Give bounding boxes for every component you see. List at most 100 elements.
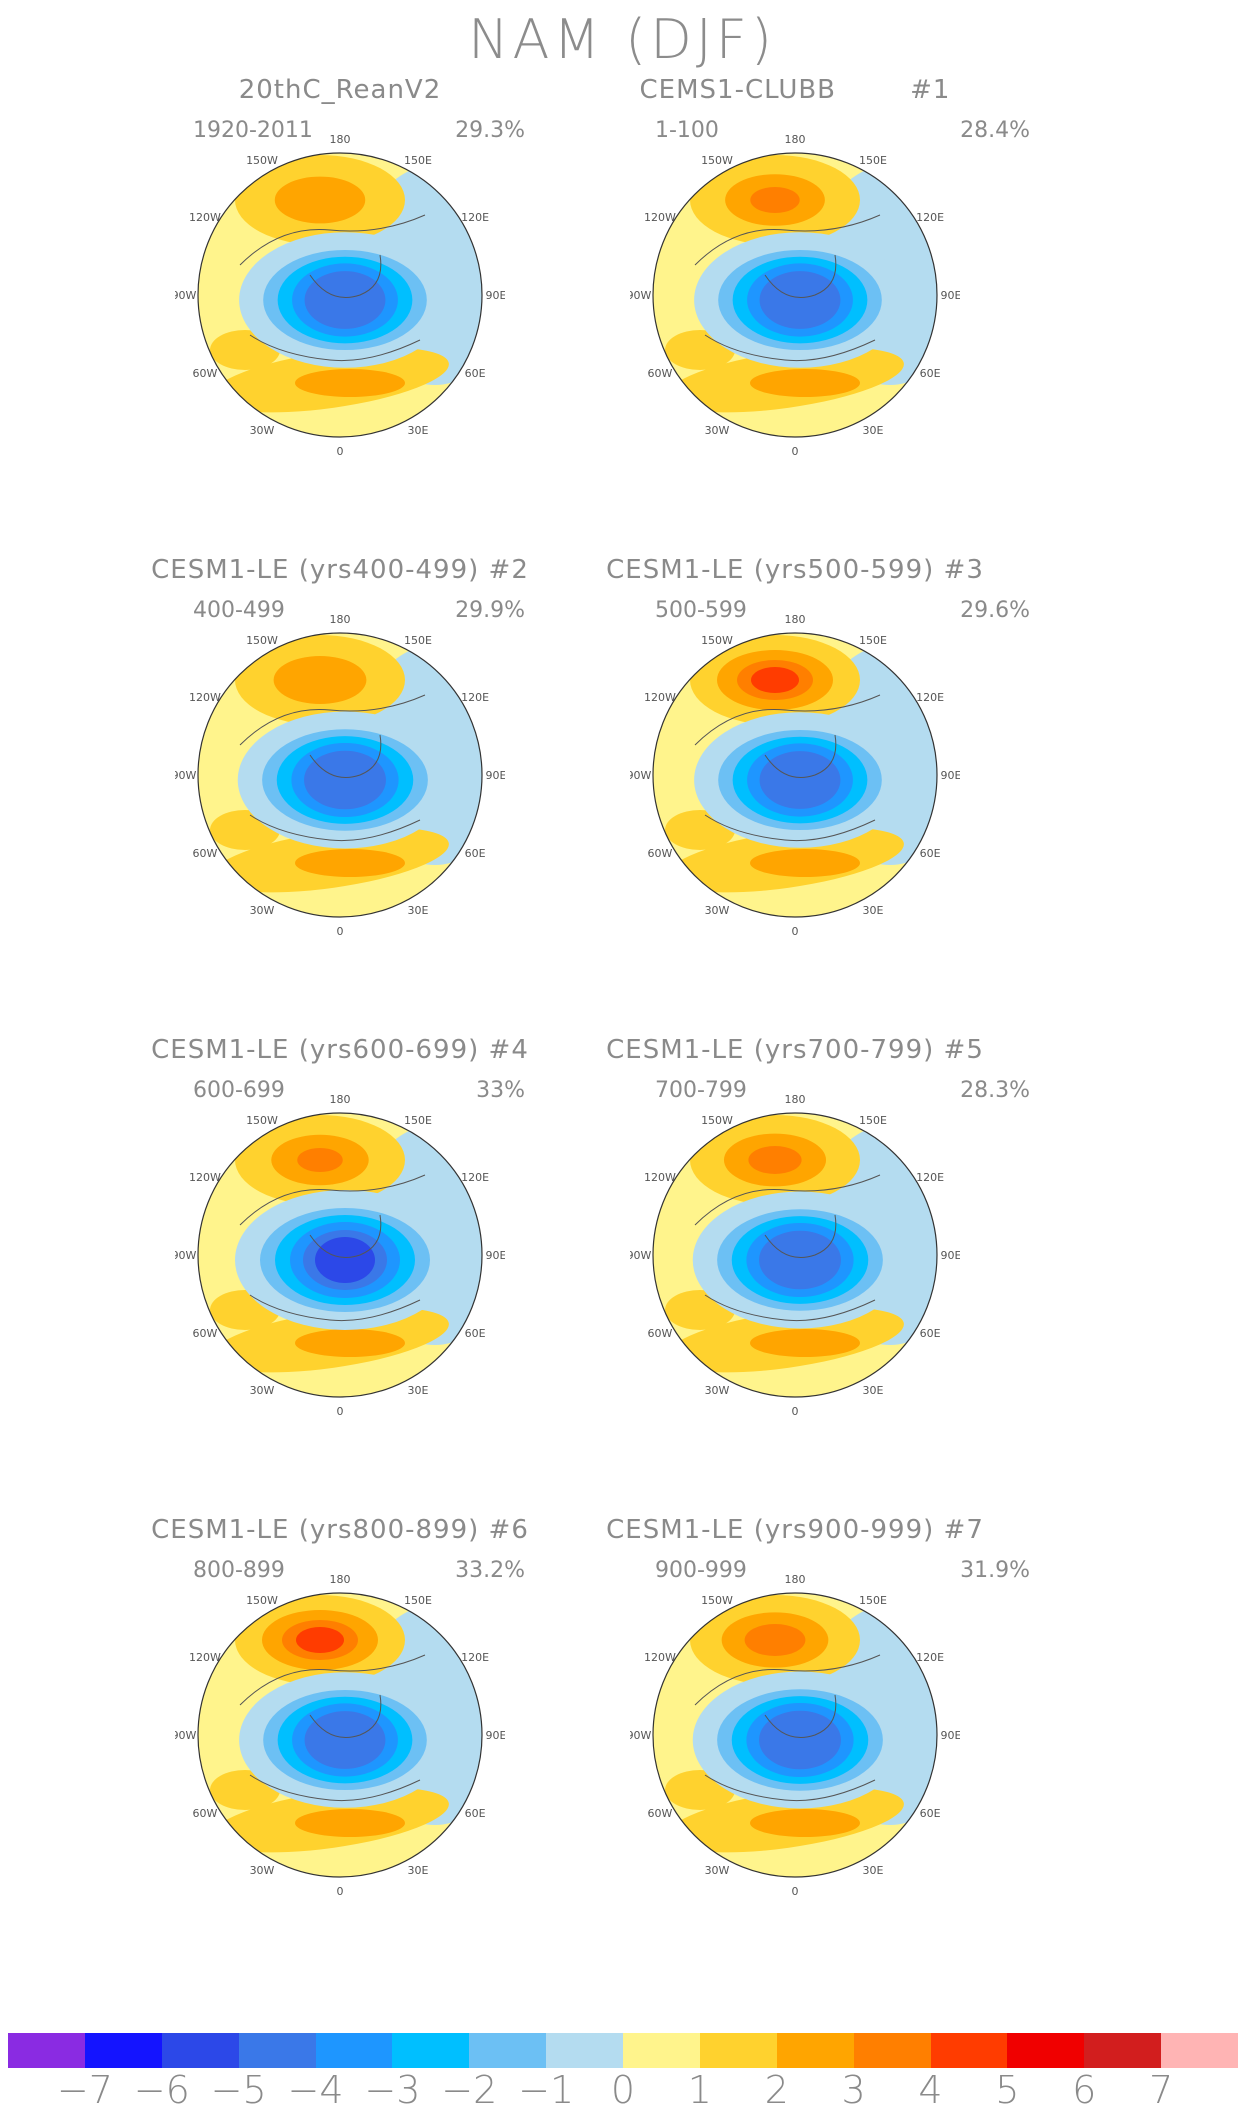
atlantic-anomaly (295, 369, 405, 397)
longitude-label: 30E (863, 1864, 884, 1877)
panel-cesm1-le-500: CESM1-LE (yrs500-599) #3 500-599 29.6% 1… (560, 555, 1030, 1035)
map-boundary (197, 1592, 483, 1878)
longitude-label: 150E (404, 1114, 432, 1127)
colorbar-tick-label: −4 (287, 2068, 344, 2112)
longitude-label: 30E (408, 424, 429, 437)
period-label: 600-699 (193, 1078, 285, 1103)
panel-title: CESM1-LE (yrs800-899) #6 (151, 1515, 529, 1545)
colorbar-swatch (315, 2033, 393, 2068)
longitude-label: 120W (189, 1651, 221, 1664)
longitude-label: 150E (404, 634, 432, 647)
longitude-label: 60W (647, 847, 672, 860)
figure-title: NAM (DJF) (468, 8, 776, 71)
atlantic-anomaly (750, 369, 860, 397)
arctic-anomaly (304, 1711, 386, 1769)
longitude-label: 60E (465, 367, 486, 380)
colorbar-swatch (853, 2033, 931, 2068)
arctic-anomaly (759, 1710, 841, 1770)
longitude-label: 90W (175, 769, 197, 782)
longitude-label: 120E (916, 691, 944, 704)
period-label: 1-100 (655, 118, 719, 143)
coastline (239, 694, 426, 842)
longitude-label: 150W (701, 1114, 733, 1127)
longitude-label: 180 (330, 1093, 351, 1106)
coastline (694, 694, 881, 842)
longitude-label: 30W (705, 424, 730, 437)
longitude-label: 30E (863, 904, 884, 917)
panel-title: CESM1-LE (yrs400-499) #2 (151, 555, 529, 585)
longitude-label: 150W (701, 1594, 733, 1607)
colorbar-swatch (238, 2033, 316, 2068)
longitude-label: 120E (461, 1651, 489, 1664)
arctic-anomaly (759, 751, 841, 809)
longitude-label: 90W (175, 1729, 197, 1742)
colorbar (8, 2033, 1238, 2068)
variance-label: 33.2% (455, 1558, 525, 1583)
longitude-label: 180 (785, 613, 806, 626)
longitude-label: 150E (404, 154, 432, 167)
panel-title: CESM1-LE (yrs600-699) #4 (151, 1035, 529, 1065)
colorbar-tick-label: 0 (610, 2068, 636, 2112)
pacific-anomaly (751, 667, 799, 693)
longitude-label: 120E (461, 1171, 489, 1184)
map-boundary (197, 1112, 483, 1398)
longitude-label: 150W (701, 154, 733, 167)
colorbar-tick-label: 4 (918, 2068, 943, 2112)
coastline (694, 1654, 881, 1802)
longitude-label: 120E (916, 1651, 944, 1664)
panel-cesm1-le-900: CESM1-LE (yrs900-999) #7 900-999 31.9% 1… (560, 1515, 1030, 1995)
longitude-label: 180 (330, 1573, 351, 1586)
variance-label: 29.6% (960, 598, 1030, 623)
map-boundary (197, 632, 483, 918)
longitude-label: 90W (630, 289, 652, 302)
colorbar-swatch (161, 2033, 239, 2068)
longitude-label: 60W (192, 1807, 217, 1820)
longitude-label: 120W (644, 1651, 676, 1664)
longitude-label: 0 (792, 445, 799, 458)
colorbar-tick-label: 7 (1149, 2068, 1174, 2112)
longitude-label: 0 (337, 1405, 344, 1418)
longitude-label: 60E (920, 1327, 941, 1340)
arctic-anomaly (759, 271, 841, 329)
atlantic-anomaly (295, 849, 405, 877)
polar-map: 180 150E 120E 90E 60E 30E 0 30W 60W 90W 120W 150W (630, 133, 960, 458)
colorbar-swatch (623, 2033, 700, 2068)
atlantic-anomaly (295, 1329, 405, 1357)
coastline (239, 1174, 426, 1322)
colorbar-swatch (469, 2033, 547, 2068)
longitude-label: 30E (863, 1384, 884, 1397)
longitude-label: 120E (916, 1171, 944, 1184)
longitude-label: 30W (705, 1864, 730, 1877)
longitude-label: 60W (647, 367, 672, 380)
arctic-anomaly (304, 271, 386, 329)
polar-map: 180 150E 120E 90E 60E 30E 0 30W 60W 90W 120W 150W (175, 133, 505, 458)
polar-map: 180 150E 120E 90E 60E 30E 0 30W 60W 90W 120W 150W (630, 1573, 960, 1898)
longitude-label: 120E (461, 691, 489, 704)
variance-label: 31.9% (960, 1558, 1030, 1583)
panel-title: CESM1-LE (yrs700-799) #5 (606, 1035, 984, 1065)
longitude-label: 180 (785, 133, 806, 146)
longitude-label: 120W (189, 211, 221, 224)
colorbar-swatch (1084, 2033, 1162, 2068)
longitude-label: 150W (246, 1594, 278, 1607)
longitude-label: 150E (859, 634, 887, 647)
colorbar-labels: −7 −6 −5 −4 −3 −2 −1 0 1 2 3 4 5 6 7 (8, 2068, 1238, 2113)
longitude-label: 180 (785, 1573, 806, 1586)
longitude-label: 90W (175, 289, 197, 302)
longitude-label: 30E (408, 1864, 429, 1877)
longitude-label: 90E (486, 1249, 505, 1262)
panel-cems1-clubb: CEMS1-CLUBB #1 1-100 28.4% 180 150E 120E 90… (560, 75, 1030, 555)
longitude-label: 150E (859, 1594, 887, 1607)
variance-label: 28.4% (960, 118, 1030, 143)
longitude-label: 30W (250, 424, 275, 437)
pacific-anomaly (297, 1148, 343, 1172)
longitude-label: 60W (647, 1807, 672, 1820)
panel-cesm1-le-700: CESM1-LE (yrs700-799) #5 700-799 28.3% 1… (560, 1035, 1030, 1515)
longitude-label: 180 (785, 1093, 806, 1106)
longitude-label: 90E (941, 289, 960, 302)
pacific-anomaly (750, 187, 800, 213)
longitude-label: 60E (920, 847, 941, 860)
longitude-label: 60E (465, 1807, 486, 1820)
pacific-anomaly (274, 176, 366, 224)
longitude-label: 90E (486, 769, 505, 782)
